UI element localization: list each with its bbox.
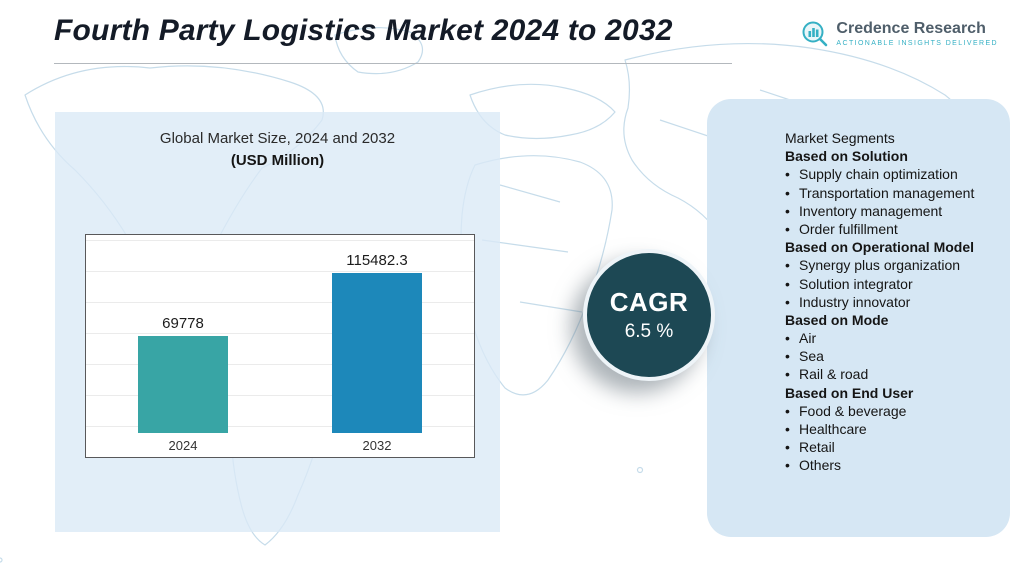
- segment-item: Industry innovator: [785, 293, 996, 311]
- segment-item: Order fulfillment: [785, 220, 996, 238]
- logo-chart-icon: [801, 20, 829, 53]
- segment-group-title: Based on End User: [785, 384, 914, 401]
- bar-value-label: 69778: [162, 315, 204, 332]
- segment-list: Food & beverageHealthcareRetailOthers: [785, 402, 996, 475]
- chart-subtitle: (USD Million): [230, 152, 325, 169]
- page-title: Fourth Party Logistics Market 2024 to 20…: [54, 14, 673, 47]
- bar-2032: [332, 273, 422, 433]
- segment-item: Sea: [785, 347, 996, 365]
- bar-column-2024: 69778 2024: [138, 315, 228, 457]
- segments-heading: Market Segments: [785, 130, 895, 146]
- market-segments-panel: Market Segments Based on SolutionSupply …: [707, 99, 1010, 537]
- logo-name: Credence Research: [836, 20, 986, 37]
- segments-groups: Based on SolutionSupply chain optimizati…: [785, 147, 996, 475]
- cagr-value: 6.5 %: [624, 321, 674, 342]
- segment-item: Retail: [785, 438, 996, 456]
- segment-item: Others: [785, 456, 996, 474]
- segment-item: Healthcare: [785, 420, 996, 438]
- bar-category-label: 2032: [362, 437, 392, 453]
- segment-item: Synergy plus organization: [785, 256, 996, 274]
- segment-item: Supply chain optimization: [785, 165, 996, 183]
- cagr-label: CAGR: [609, 287, 689, 317]
- segment-group-title: Based on Solution: [785, 148, 908, 165]
- segment-list: Synergy plus organizationSolution integr…: [785, 256, 996, 311]
- cagr-badge: CAGR 6.5 %: [583, 249, 715, 381]
- segment-list: AirSeaRail & road: [785, 329, 996, 384]
- bar-column-2032: 115482.3 2032: [332, 252, 422, 457]
- title-divider: [54, 63, 732, 64]
- market-size-panel: Global Market Size, 2024 and 2032 (USD M…: [55, 112, 500, 532]
- bar-2024: [138, 336, 228, 433]
- segment-item: Air: [785, 329, 996, 347]
- segment-item: Solution integrator: [785, 275, 996, 293]
- bar-category-label: 2024: [168, 437, 198, 453]
- segment-item: Inventory management: [785, 202, 996, 220]
- segment-group-title: Based on Mode: [785, 311, 889, 328]
- segment-group-title: Based on Operational Model: [785, 239, 975, 256]
- chart-title: Global Market Size, 2024 and 2032: [159, 130, 396, 147]
- bar-value-label: 115482.3: [346, 252, 408, 269]
- logo-tagline: Actionable Insights Delivered: [836, 40, 998, 47]
- segment-item: Transportation management: [785, 184, 996, 202]
- credence-logo: Credence Research Actionable Insights De…: [801, 20, 998, 53]
- segment-item: Food & beverage: [785, 402, 996, 420]
- segment-item: Rail & road: [785, 365, 996, 383]
- bar-chart-plot: 69778 2024 115482.3 2032: [85, 234, 475, 458]
- segment-list: Supply chain optimizationTransportation …: [785, 165, 996, 238]
